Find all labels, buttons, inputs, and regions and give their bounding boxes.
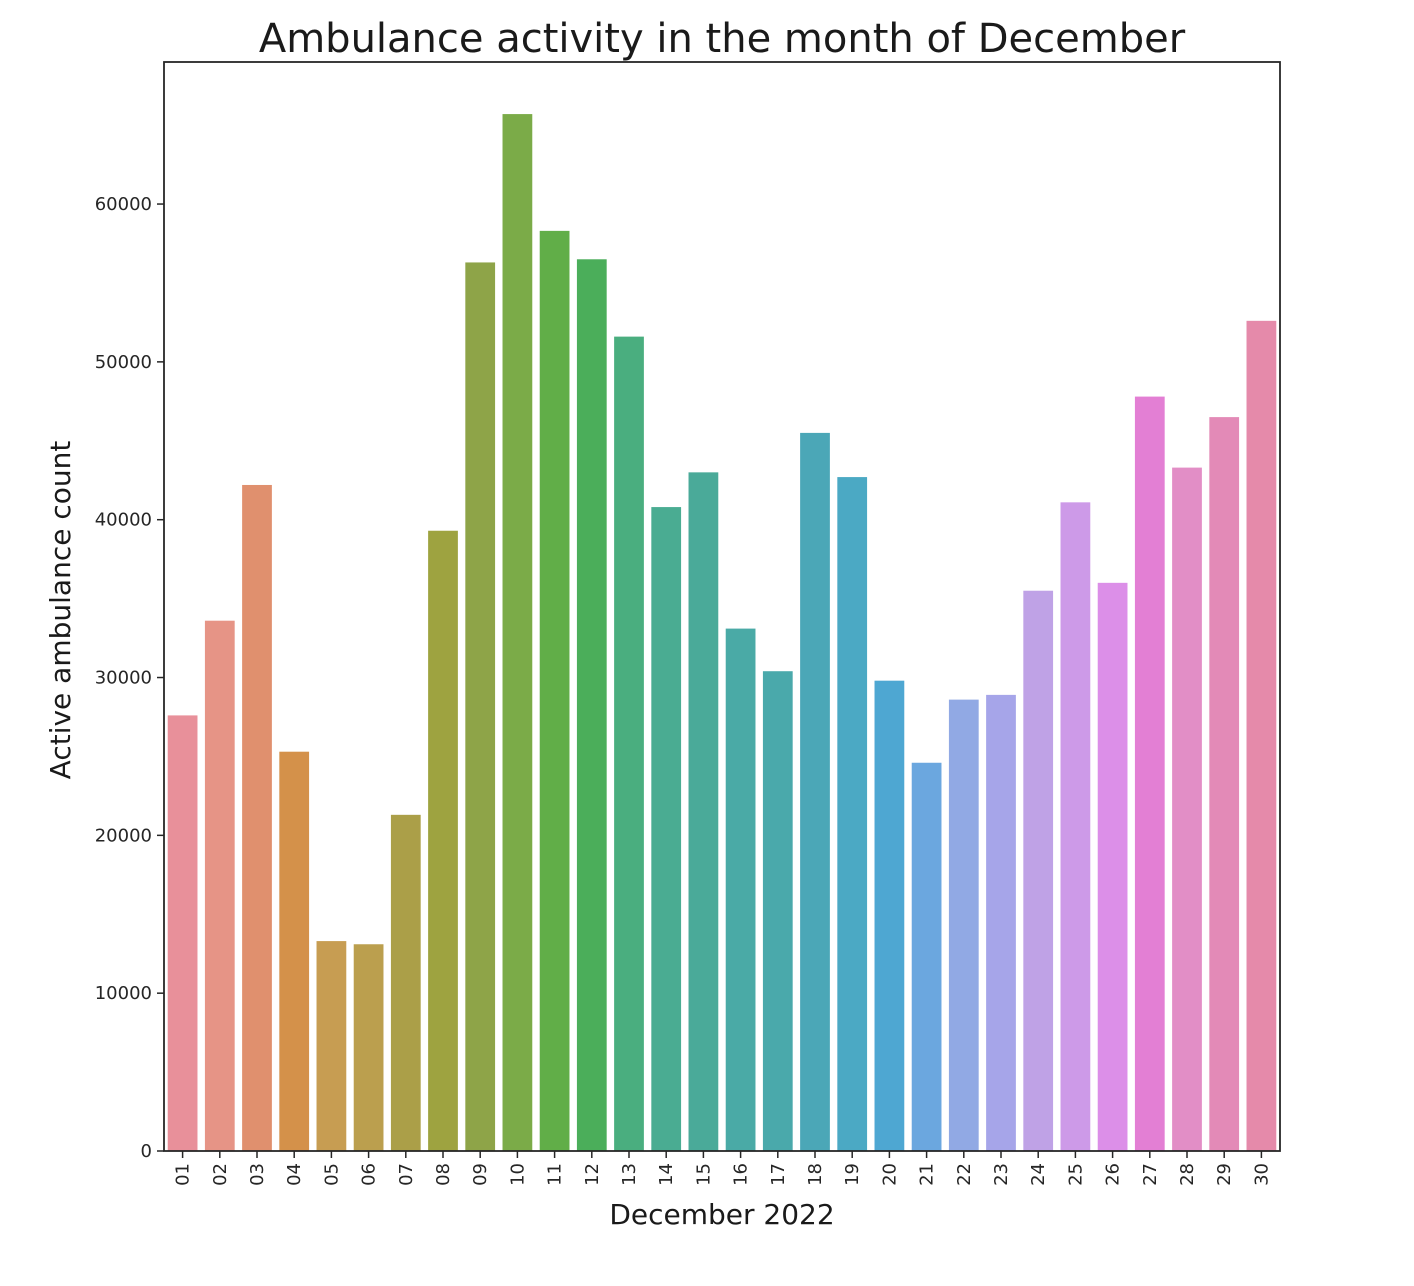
x-tick-label: 03 [247, 1163, 268, 1186]
x-tick-label: 16 [731, 1163, 752, 1186]
bar-16 [725, 628, 756, 1151]
x-tick-label: 18 [805, 1163, 826, 1186]
bar-25 [1060, 502, 1091, 1152]
bar-19 [837, 477, 868, 1152]
x-tick-label: 30 [1251, 1163, 1272, 1186]
x-tick-label: 23 [991, 1163, 1012, 1186]
bar-04 [279, 751, 310, 1151]
bar-23 [986, 694, 1016, 1151]
x-tick-label: 28 [1177, 1163, 1198, 1186]
bar-02 [204, 620, 235, 1151]
x-tick-label: 10 [507, 1163, 528, 1186]
bar-13 [614, 336, 644, 1151]
y-tick-label: 40000 [95, 510, 152, 531]
bar-09 [465, 262, 496, 1151]
x-tick-label: 26 [1103, 1163, 1124, 1186]
bar-10 [502, 114, 533, 1152]
bar-11 [539, 230, 570, 1151]
x-tick-label: 05 [321, 1163, 342, 1186]
y-tick-label: 60000 [95, 194, 152, 215]
x-tick-label: 11 [545, 1163, 566, 1186]
x-tick-label: 20 [879, 1163, 900, 1186]
y-tick-label: 50000 [95, 352, 152, 373]
bar-15 [688, 472, 719, 1152]
bar-30 [1246, 320, 1277, 1152]
bar-05 [316, 941, 347, 1151]
bar-06 [353, 944, 384, 1151]
x-tick-label: 04 [284, 1163, 305, 1186]
bar-26 [1097, 582, 1128, 1151]
x-tick-label: 13 [619, 1163, 640, 1186]
x-axis-ticks: 01 02 03 04 05 06 07 08 09 10 11 12 13 14 15 16 17 18 19 20… [173, 1151, 1272, 1186]
x-tick-label: 14 [656, 1163, 677, 1186]
bar-01 [167, 715, 198, 1151]
x-tick-label: 15 [693, 1163, 714, 1186]
x-tick-label: 22 [954, 1163, 975, 1186]
bar-18 [800, 432, 830, 1151]
y-tick-label: 30000 [95, 668, 152, 689]
bar-28 [1172, 467, 1202, 1151]
bar-17 [762, 671, 793, 1151]
bar-27 [1134, 396, 1165, 1152]
x-tick-label: 27 [1140, 1163, 1161, 1186]
bar-29 [1209, 417, 1240, 1151]
bar-08 [428, 530, 458, 1151]
x-tick-label: 29 [1214, 1163, 1235, 1186]
bar-21 [911, 762, 942, 1151]
bar-20 [874, 680, 905, 1151]
x-tick-label: 19 [842, 1163, 863, 1186]
x-tick-label: 01 [173, 1163, 194, 1186]
x-tick-label: 07 [396, 1163, 417, 1186]
bar-14 [651, 507, 682, 1151]
y-tick-label: 0 [141, 1141, 152, 1162]
bar-12 [576, 259, 607, 1151]
plot-frame [163, 61, 1281, 1152]
y-axis-label: Active ambulance count [44, 441, 77, 780]
bar-24 [1023, 590, 1054, 1151]
chart-title: Ambulance activity in the month of Decem… [259, 16, 1186, 62]
x-tick-label: 24 [1028, 1163, 1049, 1186]
x-tick-label: 21 [917, 1163, 938, 1186]
x-tick-label: 25 [1065, 1163, 1086, 1186]
x-tick-label: 12 [582, 1163, 603, 1186]
x-tick-label: 06 [359, 1163, 380, 1186]
bars-group [167, 114, 1277, 1152]
y-tick-label: 20000 [95, 825, 152, 846]
x-tick-label: 08 [433, 1163, 454, 1186]
bar-03 [242, 484, 272, 1152]
bar-22 [948, 699, 979, 1151]
bar-07 [390, 814, 421, 1151]
y-tick-label: 10000 [95, 983, 152, 1004]
x-tick-label: 02 [210, 1163, 231, 1186]
x-axis-label: December 2022 [609, 1198, 834, 1231]
x-tick-label: 17 [768, 1163, 789, 1186]
y-axis-ticks: 0 10000 20000 30000 40000 50000 60000 [95, 194, 164, 1162]
x-tick-label: 09 [470, 1163, 491, 1186]
